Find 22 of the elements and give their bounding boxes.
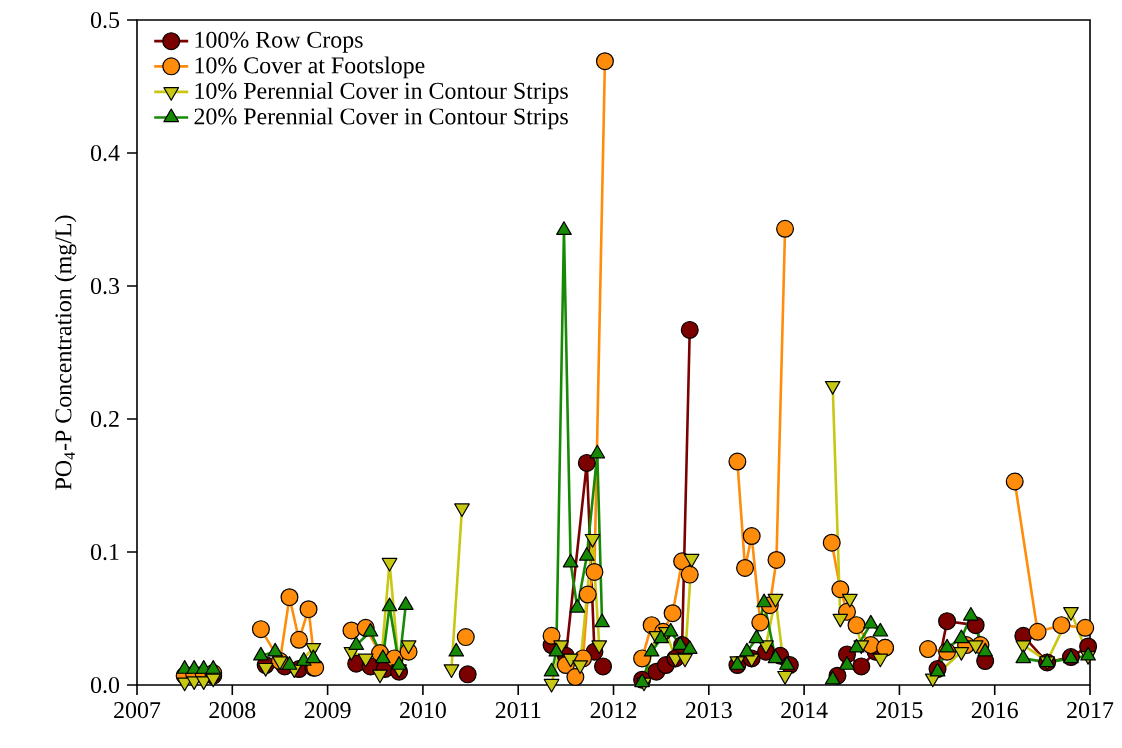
x-tick-label: 2011	[495, 702, 541, 719]
x-tick-label: 2013	[685, 702, 732, 719]
y-tick-label: 0.4	[90, 144, 120, 162]
x-tick-label: 2014	[781, 702, 828, 719]
y-axis-title: PO$_{4}$-P Concentration (mg/L)	[54, 215, 77, 490]
y-tick-label: 0.1	[90, 543, 119, 561]
x-tick-label: 2012	[590, 702, 637, 719]
legend-label: 100% Row Crops	[195, 31, 363, 53]
x-tick-label: 2007	[114, 702, 161, 719]
x-tick-label: 2017	[1067, 702, 1114, 719]
y-tick-label: 0.2	[90, 410, 119, 428]
x-tick-label: 2008	[209, 702, 256, 719]
legend-label: 10% Perennial Cover in Contour Strips	[195, 82, 568, 104]
y-tick-label: 0.0	[90, 676, 120, 694]
legend-label: 10% Cover at Footslope	[195, 56, 425, 79]
y-tick-label: 0.3	[90, 277, 120, 295]
y-tick-label: 0.5	[90, 11, 120, 29]
x-tick-label: 2009	[304, 702, 351, 719]
legend-label: 20% Perennial Cover in Contour Strips	[194, 107, 568, 130]
x-tick-label: 2015	[876, 702, 923, 719]
x-tick-label: 2010	[400, 702, 446, 719]
x-tick-label: 2016	[971, 702, 1018, 719]
